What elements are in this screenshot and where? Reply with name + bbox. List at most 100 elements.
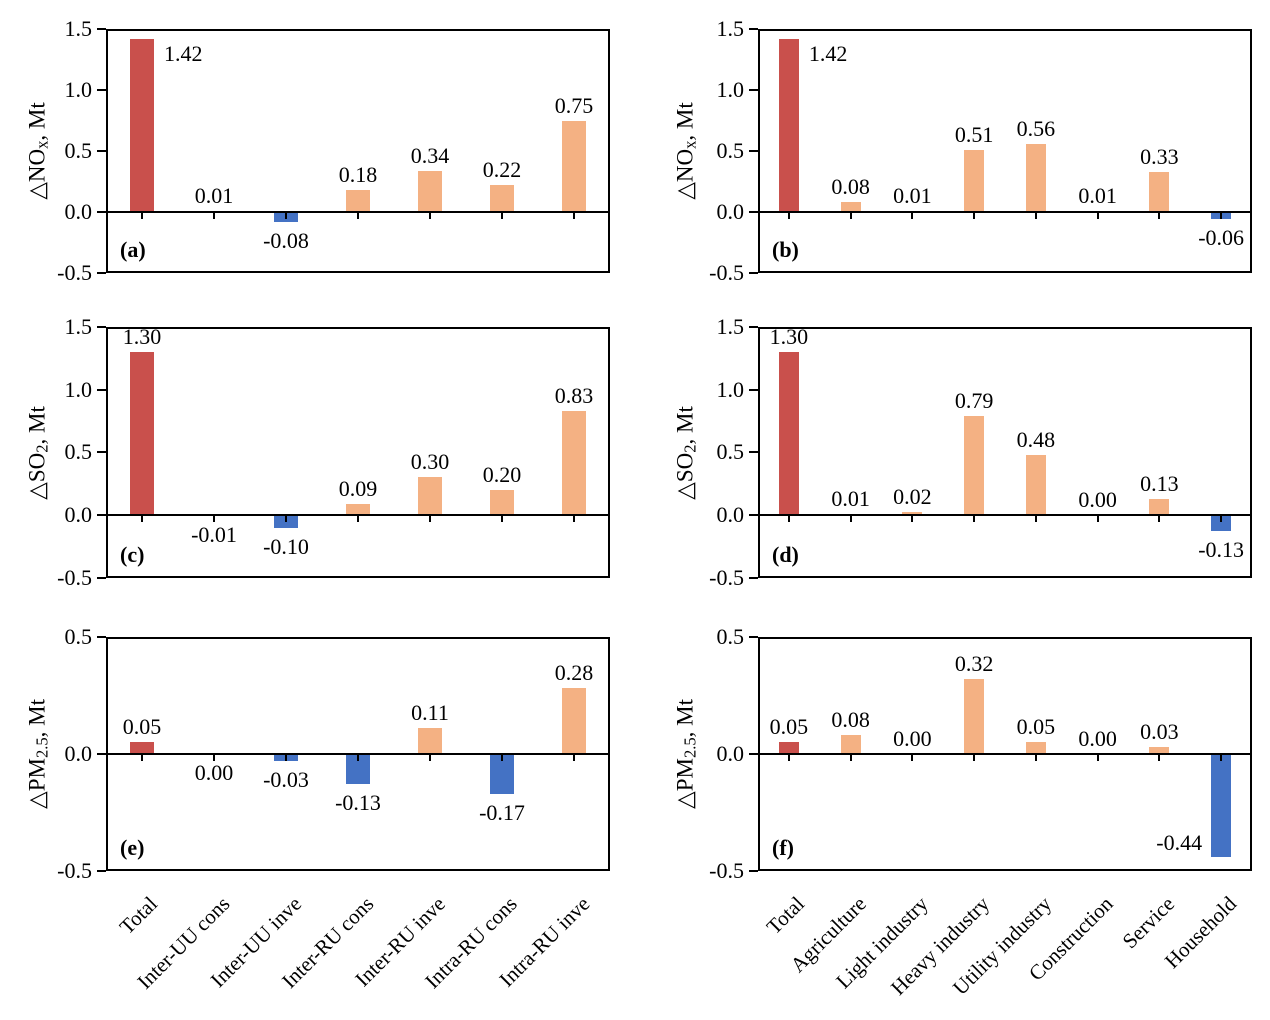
bar-c-inter-ru-cons xyxy=(346,503,370,515)
panel-d-category-tick-mark xyxy=(1158,514,1161,522)
panel-d-y-tick-mark xyxy=(749,388,758,391)
bar-c-total xyxy=(130,352,154,515)
panel-d-category-tick-mark xyxy=(973,514,976,522)
value-label-d-utility-industry: 0.48 xyxy=(1016,426,1056,452)
panel-d-y-axis-title: △SO2, Mt xyxy=(673,406,704,500)
panel-a-y-tick-label: 0.0 xyxy=(64,199,93,224)
bar-c-inter-ru-inve xyxy=(418,477,442,515)
bar-f-agriculture xyxy=(840,735,861,754)
panel-b-y-tick-label: 0.0 xyxy=(716,199,745,224)
value-label-b-construction: 0.01 xyxy=(1078,182,1117,208)
panel-a-y-tick-label: 0.5 xyxy=(64,138,93,163)
value-label-c-inter-ru-cons: 0.09 xyxy=(338,475,378,501)
panel-b-category-tick-mark xyxy=(849,211,852,219)
panel-a-category-tick-mark xyxy=(285,211,287,219)
panel-c-y-tick-label: 1.5 xyxy=(64,314,93,339)
panel-b-y-tick-mark xyxy=(749,272,758,274)
panel-c-y-tick-mark xyxy=(97,576,106,579)
value-label-a-intra-ru-inve: 0.75 xyxy=(554,92,594,118)
panel-a-y-tick-label: 1.5 xyxy=(64,16,93,41)
panel-f-y-tick-mark xyxy=(749,753,758,755)
value-label-e-total: 0.05 xyxy=(122,714,162,740)
value-label-e-intra-ru-inve: 0.28 xyxy=(554,660,594,686)
panel-a-category-tick-mark xyxy=(573,211,575,219)
value-label-d-service: 0.13 xyxy=(1140,470,1179,496)
panel-c-category-tick-mark xyxy=(573,514,575,522)
panel-f-y-tick-label: -0.5 xyxy=(709,858,744,883)
y-axis-title-text: △PM xyxy=(24,758,50,809)
bar-d-service xyxy=(1149,498,1170,515)
panel-d-category-tick-mark xyxy=(849,514,852,522)
bar-f-heavy-industry xyxy=(964,679,985,754)
y-axis-title-subscript: 2 xyxy=(680,443,700,453)
panel-d-zero-axis-line xyxy=(758,514,1252,516)
value-label-e-inter-uu-cons: 0.00 xyxy=(194,760,234,785)
value-label-d-light-industry: 0.02 xyxy=(893,484,932,510)
panel-a-y-tick-mark xyxy=(97,28,106,30)
bar-f-utility-industry xyxy=(1025,742,1046,754)
panel-c-y-tick-label: -0.5 xyxy=(57,564,92,590)
panel-f-category-tick-mark xyxy=(1034,753,1037,761)
panel-f-category-tick-mark xyxy=(1096,753,1099,761)
panel-e-y-tick-label: 0.5 xyxy=(64,624,93,649)
panel-e-category-tick-mark xyxy=(141,753,143,761)
panel-b-category-tick-mark xyxy=(1034,211,1037,219)
panel-b-category-tick-mark xyxy=(973,211,976,219)
panel-d-category-tick-mark xyxy=(1096,514,1099,522)
value-label-c-intra-ru-cons: 0.20 xyxy=(482,461,522,487)
panel-e-category-tick-mark xyxy=(501,753,503,761)
panel-e-category-tick-mark xyxy=(573,753,575,761)
panel-a-y-axis-title: △NOx, Mt xyxy=(25,102,56,200)
panel-e-category-tick-mark xyxy=(285,753,287,761)
value-label-b-light-industry: 0.01 xyxy=(893,182,932,208)
panel-d-label: (d) xyxy=(772,542,799,567)
panel-d-y-tick-mark xyxy=(749,576,758,579)
panel-a-category-tick-mark xyxy=(141,211,143,219)
bar-d-utility-industry xyxy=(1025,454,1046,515)
y-axis-title-unit: , Mt xyxy=(24,405,50,444)
panel-c-plot-frame xyxy=(106,327,610,578)
value-label-f-service: 0.03 xyxy=(1140,718,1179,744)
panel-d-category-tick-mark xyxy=(1220,514,1223,522)
bar-d-total xyxy=(778,352,799,515)
value-label-d-construction: 0.00 xyxy=(1078,487,1117,512)
y-axis-title-text: △PM xyxy=(672,758,698,809)
panel-e-label: (e) xyxy=(120,835,145,860)
value-label-b-household: -0.06 xyxy=(1198,225,1245,251)
bar-d-household xyxy=(1211,515,1232,532)
panel-f-category-tick-mark xyxy=(849,753,852,761)
panel-d-y-tick-mark xyxy=(749,451,758,454)
y-axis-title-subscript: 2.5 xyxy=(680,737,700,759)
value-label-e-intra-ru-cons: -0.17 xyxy=(479,799,525,825)
value-label-b-total: 1.42 xyxy=(808,40,848,66)
value-label-f-construction: 0.00 xyxy=(1078,726,1117,751)
panel-c-category-tick-mark xyxy=(213,514,215,522)
panel-b-y-tick-mark xyxy=(749,211,758,213)
panel-f-y-tick-label: 0.0 xyxy=(716,741,745,766)
panel-d-y-tick-mark xyxy=(749,326,758,328)
panel-b-y-tick-mark xyxy=(749,89,758,91)
y-axis-title-unit: , Mt xyxy=(672,102,698,141)
panel-e-y-tick-mark xyxy=(97,870,106,872)
value-label-f-heavy-industry: 0.32 xyxy=(954,651,994,677)
panel-d-category-tick-mark xyxy=(1034,514,1037,522)
bar-a-intra-ru-cons xyxy=(490,185,514,212)
panel-c-category-tick-mark xyxy=(501,514,503,522)
value-label-b-service: 0.33 xyxy=(1140,143,1179,169)
y-axis-title-subscript: x xyxy=(680,140,700,149)
bar-b-utility-industry xyxy=(1025,143,1046,212)
value-label-f-household: -0.44 xyxy=(1156,829,1203,855)
y-axis-title-text: △NO xyxy=(672,148,698,200)
y-axis-title-text: △NO xyxy=(24,148,50,200)
panel-c-y-tick-label: 0.0 xyxy=(64,502,93,527)
panel-b-plot-frame xyxy=(758,29,1252,273)
panel-a-category-tick-mark xyxy=(501,211,503,219)
panel-d-category-tick-mark xyxy=(911,514,914,522)
panel-c-label: (c) xyxy=(120,542,145,567)
panel-f-category-tick-mark xyxy=(787,753,790,761)
panel-e-y-tick-mark xyxy=(97,636,106,638)
panel-f-category-tick-mark xyxy=(973,753,976,761)
panel-b-y-tick-label: 1.5 xyxy=(716,16,745,41)
panel-a-category-tick-mark xyxy=(357,211,359,219)
